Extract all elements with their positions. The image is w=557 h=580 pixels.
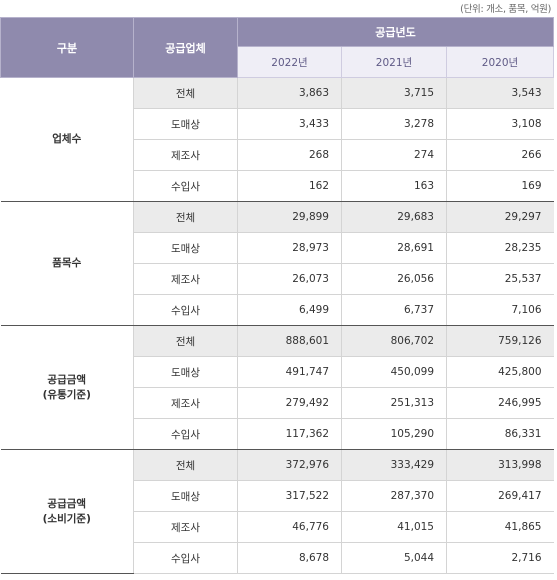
value-cell: 7,106 bbox=[446, 294, 554, 326]
value-cell: 28,235 bbox=[446, 232, 554, 264]
value-cell: 450,099 bbox=[341, 356, 447, 388]
supplier-type-cell: 수입사 bbox=[133, 294, 238, 326]
value-cell: 2,716 bbox=[446, 542, 554, 574]
value-cell: 266 bbox=[446, 139, 554, 171]
supplier-type-cell: 도매상 bbox=[133, 356, 238, 388]
value-cell: 372,976 bbox=[237, 449, 342, 481]
value-cell: 806,702 bbox=[341, 325, 447, 357]
value-cell: 279,492 bbox=[237, 387, 342, 419]
supplier-type-cell: 수입사 bbox=[133, 542, 238, 574]
supplier-type-cell: 전체 bbox=[133, 325, 238, 357]
table-row: 수입사 162 163 169 bbox=[1, 170, 554, 202]
table-row: 도매상 491,747 450,099 425,800 bbox=[1, 356, 554, 388]
table-row: 도매상 317,522 287,370 269,417 bbox=[1, 480, 554, 512]
table-row: 제조사 279,492 251,313 246,995 bbox=[1, 387, 554, 419]
header-category: 구분 bbox=[0, 17, 134, 78]
value-cell: 425,800 bbox=[446, 356, 554, 388]
value-cell: 317,522 bbox=[237, 480, 342, 512]
supplier-type-cell: 도매상 bbox=[133, 232, 238, 264]
value-cell: 3,543 bbox=[446, 77, 554, 109]
header-year-2021: 2021년 bbox=[341, 46, 447, 78]
value-cell: 29,899 bbox=[237, 201, 342, 233]
value-cell: 169 bbox=[446, 170, 554, 202]
value-cell: 3,863 bbox=[237, 77, 342, 109]
row-group-label: 공급금액 (소비기준) bbox=[0, 449, 134, 574]
table-row: 도매상 28,973 28,691 28,235 bbox=[1, 232, 554, 264]
value-cell: 28,973 bbox=[237, 232, 342, 264]
value-cell: 269,417 bbox=[446, 480, 554, 512]
table-row: 품목수 전체 29,899 29,683 29,297 bbox=[0, 201, 554, 326]
header-year-2020: 2020년 bbox=[446, 46, 554, 78]
value-cell: 162 bbox=[237, 170, 342, 202]
value-cell: 888,601 bbox=[237, 325, 342, 357]
supply-statistics-table: 구분 공급업체 공급년도 2022년 2021년 2020년 업체수 전체 3,… bbox=[0, 17, 554, 574]
value-cell: 3,108 bbox=[446, 108, 554, 140]
supplier-type-cell: 제조사 bbox=[133, 139, 238, 171]
value-cell: 246,995 bbox=[446, 387, 554, 419]
table-row: 수입사 6,499 6,737 7,106 bbox=[1, 294, 554, 326]
value-cell: 163 bbox=[341, 170, 447, 202]
row-group-label: 공급금액 (유통기준) bbox=[0, 325, 134, 450]
supplier-type-cell: 도매상 bbox=[133, 480, 238, 512]
value-cell: 105,290 bbox=[341, 418, 447, 450]
unit-note: (단위: 개소, 품목, 억원) bbox=[460, 4, 551, 15]
value-cell: 8,678 bbox=[237, 542, 342, 574]
value-cell: 41,015 bbox=[341, 511, 447, 543]
value-cell: 46,776 bbox=[237, 511, 342, 543]
value-cell: 3,715 bbox=[341, 77, 447, 109]
value-cell: 6,737 bbox=[341, 294, 447, 326]
value-cell: 26,056 bbox=[341, 263, 447, 295]
value-cell: 287,370 bbox=[341, 480, 447, 512]
header-supplier-type: 공급업체 bbox=[133, 17, 238, 78]
table-row: 수입사 8,678 5,044 2,716 bbox=[1, 542, 554, 574]
supplier-type-cell: 도매상 bbox=[133, 108, 238, 140]
table-row: 업체수 전체 3,863 3,715 3,543 bbox=[0, 77, 554, 202]
value-cell: 6,499 bbox=[237, 294, 342, 326]
value-cell: 29,683 bbox=[341, 201, 447, 233]
supplier-type-cell: 제조사 bbox=[133, 263, 238, 295]
value-cell: 28,691 bbox=[341, 232, 447, 264]
table-row: 제조사 26,073 26,056 25,537 bbox=[1, 263, 554, 295]
value-cell: 491,747 bbox=[237, 356, 342, 388]
row-group-label: 업체수 bbox=[0, 77, 134, 202]
value-cell: 29,297 bbox=[446, 201, 554, 233]
supplier-type-cell: 전체 bbox=[133, 449, 238, 481]
value-cell: 759,126 bbox=[446, 325, 554, 357]
value-cell: 5,044 bbox=[341, 542, 447, 574]
table-row: 수입사 117,362 105,290 86,331 bbox=[1, 418, 554, 450]
table-row: 제조사 268 274 266 bbox=[1, 139, 554, 171]
value-cell: 26,073 bbox=[237, 263, 342, 295]
supplier-type-cell: 전체 bbox=[133, 77, 238, 109]
value-cell: 251,313 bbox=[341, 387, 447, 419]
supplier-type-cell: 수입사 bbox=[133, 170, 238, 202]
value-cell: 86,331 bbox=[446, 418, 554, 450]
value-cell: 41,865 bbox=[446, 511, 554, 543]
value-cell: 333,429 bbox=[341, 449, 447, 481]
value-cell: 274 bbox=[341, 139, 447, 171]
row-group-label: 품목수 bbox=[0, 201, 134, 326]
value-cell: 3,433 bbox=[237, 108, 342, 140]
supplier-type-cell: 제조사 bbox=[133, 511, 238, 543]
table-row: 공급금액 (유통기준) 전체 888,601 806,702 759,126 bbox=[0, 325, 554, 450]
value-cell: 3,278 bbox=[341, 108, 447, 140]
table-row: 도매상 3,433 3,278 3,108 bbox=[1, 108, 554, 140]
value-cell: 268 bbox=[237, 139, 342, 171]
value-cell: 117,362 bbox=[237, 418, 342, 450]
header-supply-year: 공급년도 bbox=[237, 17, 554, 47]
supplier-type-cell: 수입사 bbox=[133, 418, 238, 450]
header-year-2022: 2022년 bbox=[237, 46, 342, 78]
supplier-type-cell: 전체 bbox=[133, 201, 238, 233]
supplier-type-cell: 제조사 bbox=[133, 387, 238, 419]
table-row: 제조사 46,776 41,015 41,865 bbox=[1, 511, 554, 543]
value-cell: 313,998 bbox=[446, 449, 554, 481]
table-body: 업체수 전체 3,863 3,715 3,543 도매상 3,433 3,278… bbox=[0, 77, 554, 574]
value-cell: 25,537 bbox=[446, 263, 554, 295]
table-row: 공급금액 (소비기준) 전체 372,976 333,429 313,998 bbox=[0, 449, 554, 574]
